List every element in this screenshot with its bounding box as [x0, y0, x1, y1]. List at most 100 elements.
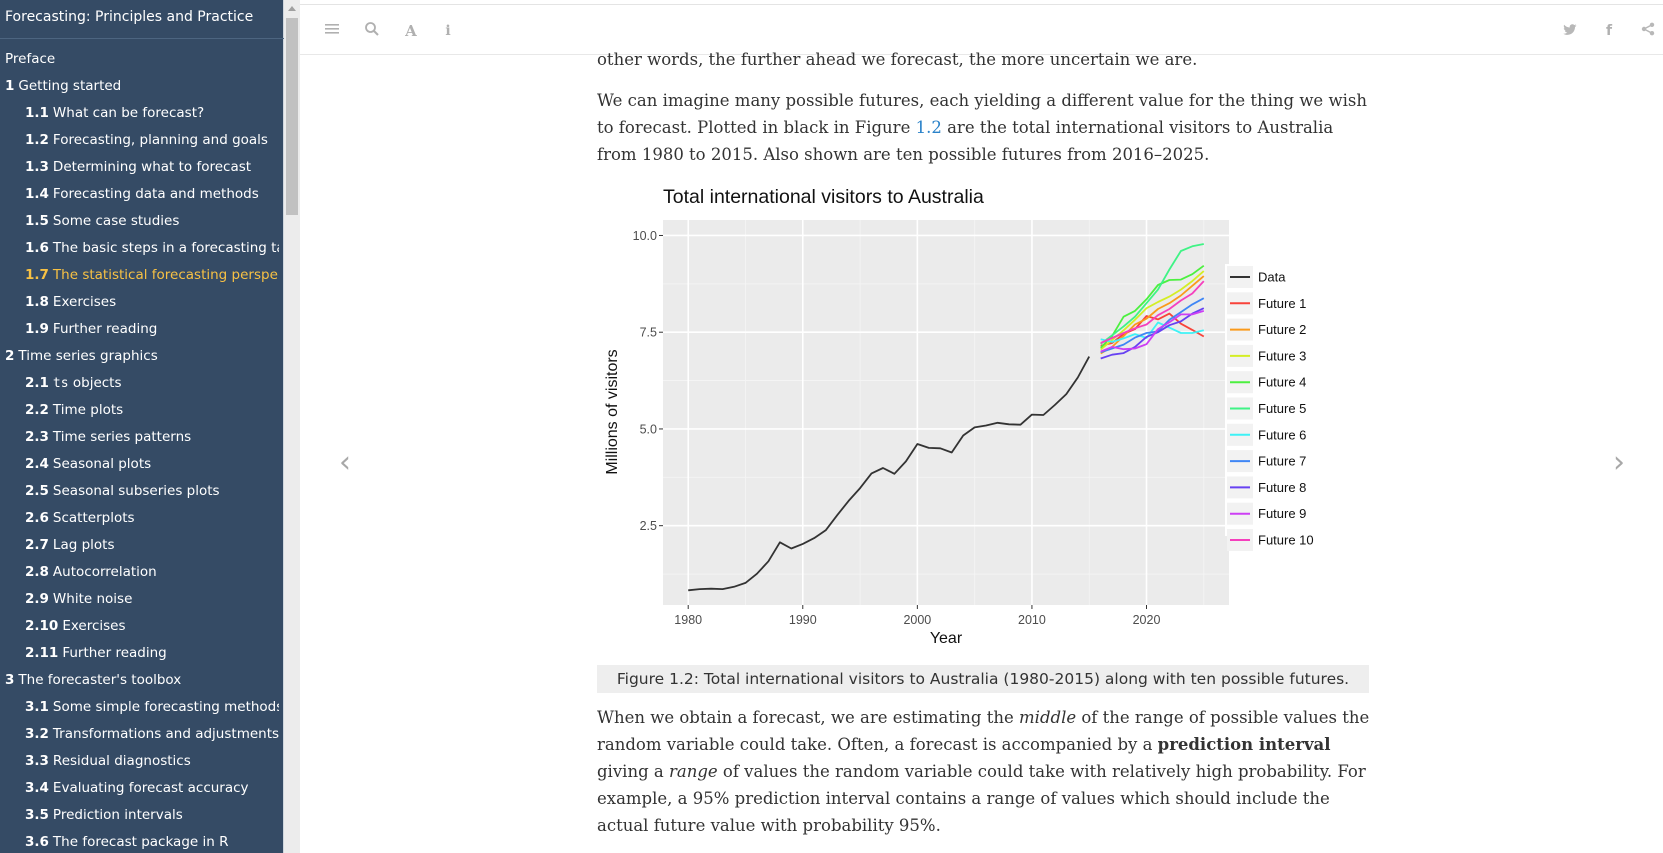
sidebar-item[interactable]: 2.7 Lag plots: [25, 532, 279, 559]
sidebar-item[interactable]: 2.6 Scatterplots: [25, 505, 279, 532]
sidebar-item-number: 2.3: [25, 429, 49, 445]
book-title[interactable]: Forecasting: Principles and Practice: [5, 9, 254, 25]
sidebar-item[interactable]: 2.10 Exercises: [25, 613, 279, 640]
sidebar-item-label: Seasonal plots: [52, 456, 152, 472]
sidebar-item[interactable]: 2.4 Seasonal plots: [25, 451, 279, 478]
sidebar-item[interactable]: 2.5 Seasonal subseries plots: [25, 478, 279, 505]
sidebar-item-number: 3.1: [25, 699, 49, 715]
x-tick-label: 2000: [903, 613, 931, 627]
series-line-9: [1100, 310, 1205, 353]
series-layer: [688, 243, 1205, 592]
sidebar-item[interactable]: 1.3 Determining what to forecast: [25, 154, 279, 181]
sidebar-item-label: Exercises: [52, 294, 117, 310]
paragraph-text: are the total international visitors to …: [597, 118, 1334, 164]
sidebar-item-label: White noise: [52, 591, 133, 607]
series-line-6: [1100, 321, 1205, 343]
x-tick-label: 2020: [1133, 613, 1161, 627]
sidebar: Forecasting: Principles and Practice Pre…: [0, 0, 284, 853]
sidebar-item[interactable]: 1.6 The basic steps in a forecasting ta..…: [25, 235, 279, 262]
legend-label: Future 2: [1258, 322, 1306, 337]
search-icon[interactable]: [362, 21, 382, 41]
sidebar-item-label: The statistical forecasting perspe...: [52, 267, 279, 283]
sidebar-item[interactable]: 2.8 Autocorrelation: [25, 559, 279, 586]
sidebar-item[interactable]: Preface: [5, 46, 279, 73]
sidebar-item-label: Exercises: [62, 618, 126, 634]
share-icon[interactable]: [1638, 21, 1658, 41]
scroll-up-icon[interactable]: [288, 6, 296, 11]
sidebar-item[interactable]: 2.2 Time plots: [25, 397, 279, 424]
sidebar-item-number: 1.3: [25, 159, 49, 175]
sidebar-item[interactable]: 1.1 What can be forecast?: [25, 100, 279, 127]
sidebar-item[interactable]: 2.3 Time series patterns: [25, 424, 279, 451]
scrollbar-thumb[interactable]: [286, 18, 298, 215]
series-line-4: [1100, 264, 1205, 349]
legend-label: Future 7: [1258, 454, 1306, 469]
sidebar-item[interactable]: 3.1 Some simple forecasting methods: [25, 694, 279, 721]
legend-label: Future 4: [1258, 375, 1306, 390]
sidebar-item-number: 2.2: [25, 402, 49, 418]
sidebar-item[interactable]: 2 Time series graphics: [5, 343, 279, 370]
sidebar-item-number: 1.5: [25, 213, 49, 229]
sidebar-item-label: Determining what to forecast: [52, 159, 252, 175]
sidebar-scrollbar[interactable]: [284, 0, 300, 853]
sidebar-item[interactable]: 2.9 White noise: [25, 586, 279, 613]
next-page-icon[interactable]: ›: [1613, 445, 1625, 480]
sidebar-item[interactable]: 3.5 Prediction intervals: [25, 802, 279, 829]
twitter-icon[interactable]: [1560, 21, 1580, 41]
legend-label: Data: [1258, 270, 1286, 285]
info-icon[interactable]: i: [445, 23, 451, 39]
sidebar-item[interactable]: 3.6 The forecast package in R: [25, 829, 279, 853]
paragraph-text: other words, the further ahead we foreca…: [597, 50, 1198, 69]
y-axis: 2.5 5.0 7.5 10.0: [633, 229, 663, 533]
sidebar-item[interactable]: 1.9 Further reading: [25, 316, 279, 343]
sidebar-item-number: 1.8: [25, 294, 49, 310]
chart-title: Total international visitors to Australi…: [663, 186, 984, 208]
font-icon[interactable]: A: [405, 22, 417, 40]
sidebar-item-label: Evaluating forecast accuracy: [52, 780, 249, 796]
sidebar-item-number: 2.9: [25, 591, 49, 607]
sidebar-item[interactable]: 1.4 Forecasting data and methods: [25, 181, 279, 208]
x-axis: 1980 1990 2000 2010 2020: [674, 605, 1160, 627]
sidebar-item-label: ts: [52, 376, 69, 391]
sidebar-item-label: Lag plots: [52, 537, 115, 553]
sidebar-item-number: 2.7: [25, 537, 49, 553]
sidebar-item[interactable]: 3 The forecaster's toolbox: [5, 667, 279, 694]
sidebar-item[interactable]: 3.3 Residual diagnostics: [25, 748, 279, 775]
sidebar-item-label: Prediction intervals: [52, 807, 183, 823]
sidebar-item[interactable]: 1.2 Forecasting, planning and goals: [25, 127, 279, 154]
chart-legend: Data Future 1 Future 2 Future 3 Future 4 Futu…: [1225, 264, 1314, 551]
legend-label: Future 6: [1258, 427, 1306, 442]
sidebar-item[interactable]: 3.4 Evaluating forecast accuracy: [25, 775, 279, 802]
sidebar-item[interactable]: 1.7 The statistical forecasting perspe...: [25, 262, 279, 289]
sidebar-item-number: 3.2: [25, 726, 49, 742]
previous-page-icon[interactable]: ‹: [339, 445, 351, 480]
menu-icon[interactable]: [322, 21, 342, 41]
series-line-7: [1100, 297, 1205, 354]
visitors-chart: Total international visitors to Australi…: [604, 186, 1314, 647]
x-axis-label: Year: [930, 630, 963, 647]
sidebar-item-label: Further reading: [52, 321, 158, 337]
sidebar-item-number: 1.7: [25, 267, 49, 283]
paragraph-text: giving a: [597, 762, 669, 781]
paragraph-intro: other words, the further ahead we foreca…: [597, 46, 1370, 70]
series-line-10: [1100, 280, 1205, 344]
x-tick-label: 1990: [789, 613, 817, 627]
sidebar-item-number: 3: [5, 672, 15, 688]
top-frame: [300, 0, 1663, 5]
sidebar-item-label: Autocorrelation: [52, 564, 157, 580]
sidebar-item[interactable]: 1.5 Some case studies: [25, 208, 279, 235]
x-tick-label: 2010: [1018, 613, 1046, 627]
figure-link[interactable]: 1.2: [915, 118, 942, 137]
sidebar-item-number: 1.9: [25, 321, 49, 337]
sidebar-item[interactable]: 2.1 ts objects: [25, 370, 279, 397]
sidebar-item-label: Transformations and adjustments: [52, 726, 279, 742]
sidebar-item[interactable]: 2.11 Further reading: [25, 640, 279, 667]
sidebar-item[interactable]: 1 Getting started: [5, 73, 279, 100]
series-line-8: [1100, 307, 1205, 360]
sidebar-item-label: The forecast package in R: [52, 834, 229, 850]
y-tick-label: 7.5: [640, 326, 657, 340]
sidebar-item-number: 3.3: [25, 753, 49, 769]
sidebar-item[interactable]: 3.2 Transformations and adjustments: [25, 721, 279, 748]
sidebar-item[interactable]: 1.8 Exercises: [25, 289, 279, 316]
facebook-icon[interactable]: f: [1605, 23, 1613, 39]
